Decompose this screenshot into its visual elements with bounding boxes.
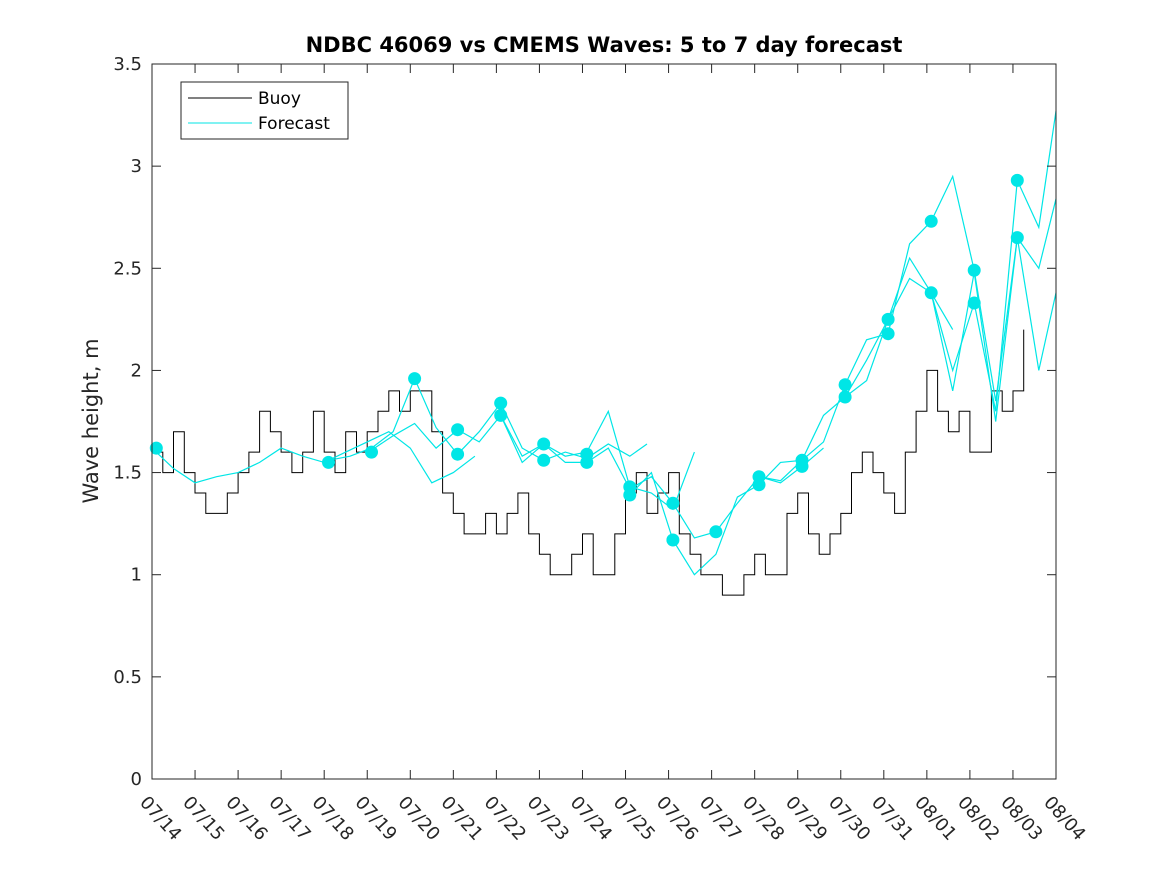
y-axis-label: Wave height, m [79,338,103,503]
forecast-marker [494,408,508,422]
forecast-marker [881,312,895,326]
series-buoy-line [152,329,1025,596]
series-forecast-line-8 [930,237,1057,422]
forecast-marker [838,378,852,392]
forecast-marker [1010,173,1024,187]
y-tick-label: 3 [131,156,142,177]
forecast-marker [666,496,680,510]
series-forecast-line-6 [758,174,1057,482]
forecast-marker [451,447,465,461]
forecast-marker [838,390,852,404]
forecast-marker [666,533,680,547]
chart-title: NDBC 46069 vs CMEMS Waves: 5 to 7 day fo… [306,33,903,57]
forecast-marker [709,525,723,539]
series-forecast-line-7 [844,110,1057,412]
legend-box [180,81,349,140]
legend-forecast-label: Forecast [258,114,330,134]
forecast-marker [623,488,637,502]
series-forecast-line-1 [151,431,476,484]
forecast-marker [967,296,981,310]
forecast-marker [408,372,422,386]
forecast-marker [451,423,465,437]
forecast-marker [580,455,594,469]
series-forecast-line-4 [500,415,824,539]
forecast-marker [537,437,551,451]
y-tick-label: 0.5 [113,667,142,688]
legend: Buoy Forecast [180,81,349,140]
y-tick-label: 2 [131,360,142,381]
y-tick-label: 1.5 [113,463,142,484]
forecast-marker [365,445,378,459]
legend-buoy-label: Buoy [258,89,301,109]
forecast-marker [752,478,766,492]
forecast-marker [924,286,938,300]
forecast-marker [149,441,163,455]
y-tick-label: 2.5 [113,258,142,279]
y-tick-label: 3.5 [113,54,142,75]
axes-box [151,63,1057,780]
forecast-marker [967,263,981,277]
y-tick-label: 1 [131,565,142,586]
forecast-marker [881,327,895,341]
forecast-marker [795,459,809,473]
y-tick-label: 0 [131,769,142,790]
series-forecast-line-2 [328,377,648,461]
forecast-marker [322,455,335,469]
forecast-marker [924,214,938,228]
forecast-marker [494,396,508,410]
forecast-marker [1010,231,1024,245]
series-forecast-line-3 [371,409,695,511]
series-forecast-line-5 [629,277,954,576]
forecast-marker [537,453,551,467]
